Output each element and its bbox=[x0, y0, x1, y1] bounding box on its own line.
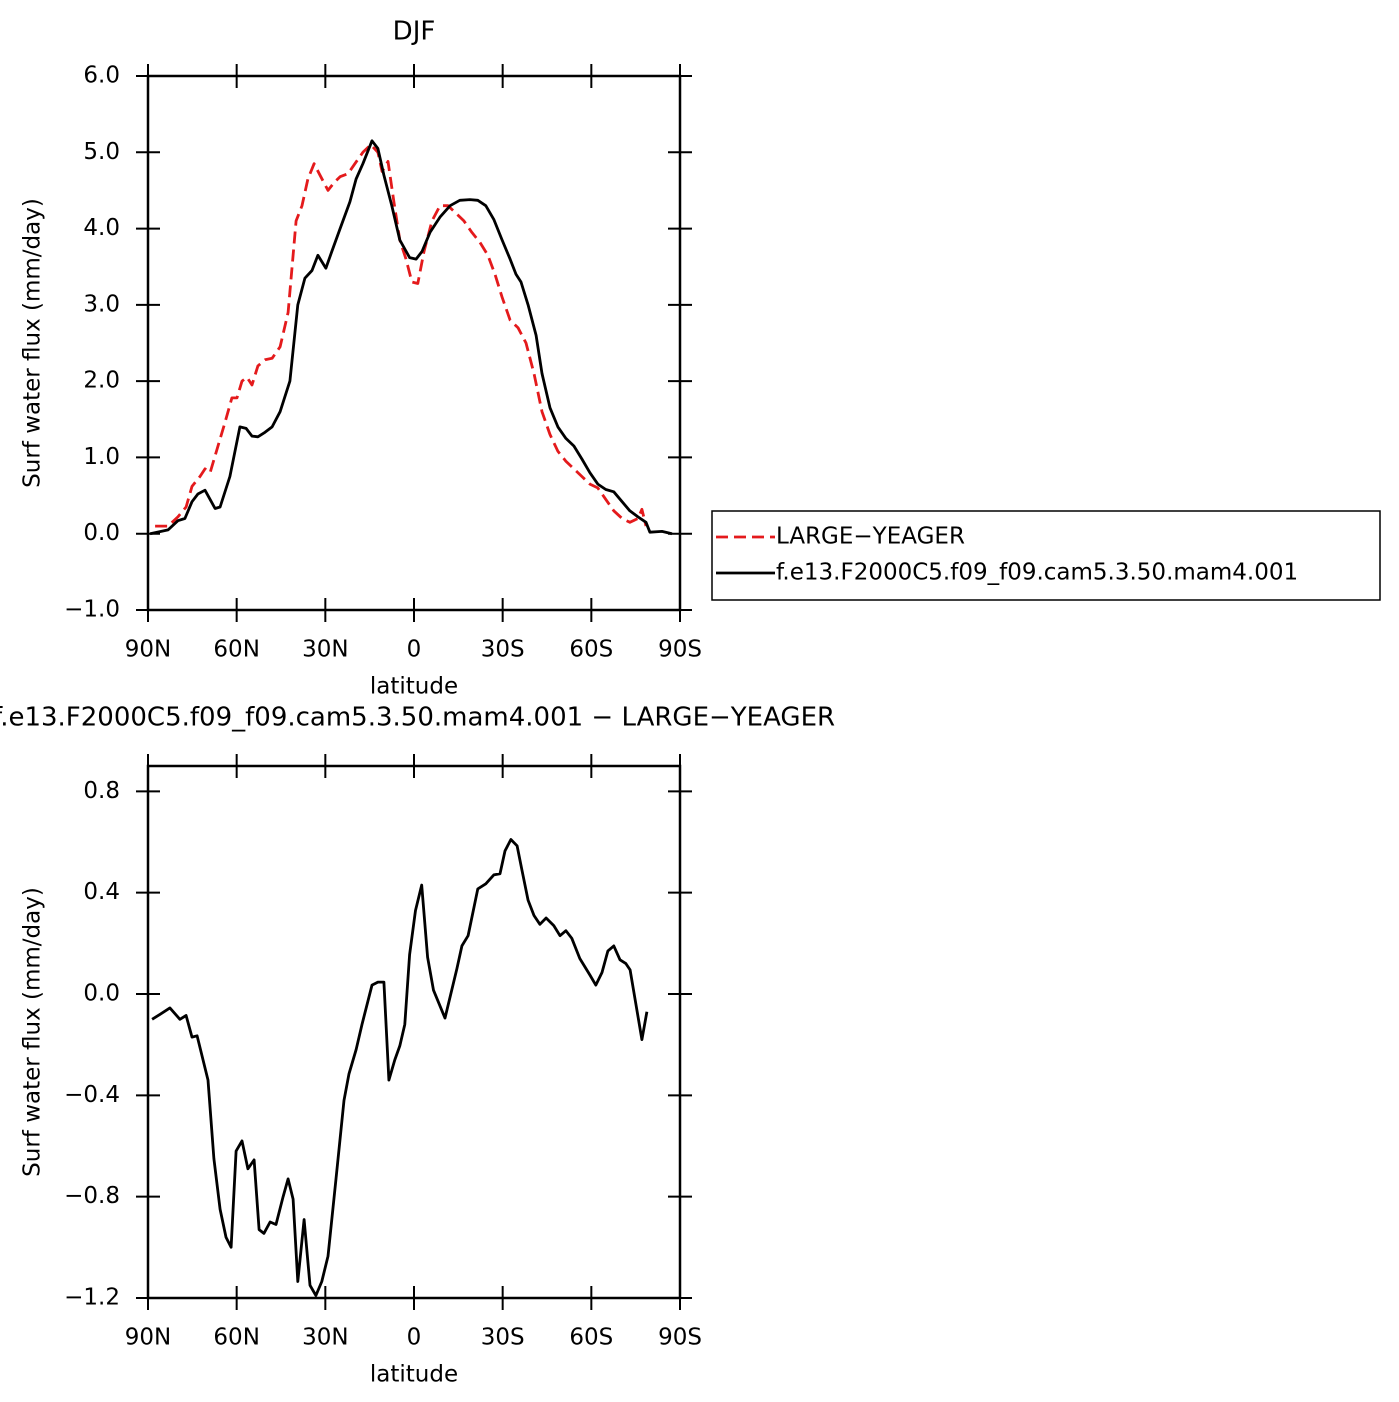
y-tick-label: 1.0 bbox=[83, 444, 120, 470]
data-line bbox=[149, 139, 673, 536]
y-tick-label: −1.0 bbox=[64, 597, 120, 623]
x-tick-label: 90N bbox=[125, 637, 171, 663]
x-tick-label: 90S bbox=[658, 637, 702, 663]
x-tick-label: 30S bbox=[481, 637, 525, 663]
y-tick-label: 2.0 bbox=[83, 368, 120, 394]
y-tick-label: −1.2 bbox=[64, 1285, 120, 1311]
y-tick-label: 0.0 bbox=[83, 981, 120, 1007]
x-tick-label: 0 bbox=[407, 1325, 422, 1351]
y-axis-label: Surf water flux (mm/day) bbox=[20, 198, 46, 488]
x-tick-label: 60N bbox=[213, 1325, 259, 1351]
plot-frame bbox=[146, 74, 682, 612]
x-tick-label: 30N bbox=[302, 637, 348, 663]
legend-label: f.e13.F2000C5.f09_f09.cam5.3.50.mam4.001 bbox=[776, 560, 1298, 586]
legend-box bbox=[711, 510, 1381, 601]
data-line bbox=[151, 838, 649, 1297]
x-tick-label: 90N bbox=[125, 1325, 171, 1351]
x-tick-label: 30N bbox=[302, 1325, 348, 1351]
chart-title: DJF bbox=[393, 17, 436, 47]
x-tick-label: 30S bbox=[481, 1325, 525, 1351]
y-tick-label: 0.4 bbox=[83, 879, 120, 905]
y-tick-label: 6.0 bbox=[83, 63, 120, 89]
y-tick-label: −0.4 bbox=[64, 1082, 120, 1108]
legend-label: LARGE−YEAGER bbox=[776, 524, 965, 550]
y-tick-label: 3.0 bbox=[83, 291, 120, 317]
x-tick-label: 60S bbox=[569, 637, 613, 663]
y-tick-label: −0.8 bbox=[64, 1183, 120, 1209]
x-axis-label: latitude bbox=[370, 1362, 458, 1388]
x-tick-label: 90S bbox=[658, 1325, 702, 1351]
x-axis-label: latitude bbox=[370, 674, 458, 700]
x-tick-label: 60N bbox=[213, 637, 259, 663]
y-tick-label: 0.8 bbox=[83, 778, 120, 804]
chart-title: f.e13.F2000C5.f09_f09.cam5.3.50.mam4.001… bbox=[0, 703, 835, 733]
data-line bbox=[155, 143, 648, 528]
y-tick-label: 5.0 bbox=[83, 139, 120, 165]
y-axis-label: Surf water flux (mm/day) bbox=[20, 887, 46, 1177]
x-tick-label: 60S bbox=[569, 1325, 613, 1351]
y-tick-label: 0.0 bbox=[83, 520, 120, 546]
y-tick-label: 4.0 bbox=[83, 215, 120, 241]
plot-frame bbox=[146, 764, 682, 1300]
x-tick-label: 0 bbox=[407, 637, 422, 663]
